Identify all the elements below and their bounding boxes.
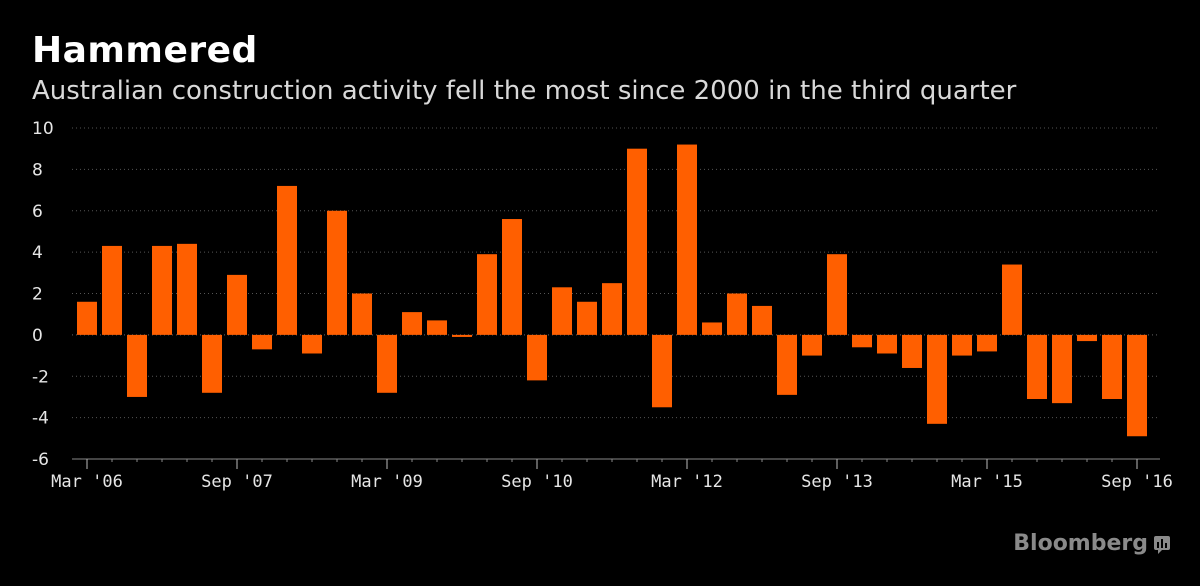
bar-41 [1102, 334, 1122, 400]
bar-35 [952, 334, 972, 356]
bar-18 [527, 334, 547, 381]
y-tick-label: 2 [32, 285, 43, 305]
bar-3 [152, 245, 172, 335]
bar-25 [702, 322, 722, 335]
bar-17 [502, 219, 522, 335]
bar-19 [552, 287, 572, 335]
x-tick-label: Sep '13 [801, 472, 873, 492]
y-tick-label: 6 [32, 202, 43, 222]
x-tick-label: Mar '12 [651, 472, 723, 492]
chart-title: Hammered [32, 30, 258, 71]
x-axis: Mar '06 Sep '07 Mar '09 Sep '10 Mar '12 Sep '… [51, 458, 1173, 492]
y-tick-label: 4 [32, 243, 43, 263]
chart-subtitle: Australian construction activity fell th… [32, 76, 1017, 106]
bar-24 [677, 144, 697, 335]
x-tick-label: Mar '06 [51, 472, 123, 492]
y-tick-label: 0 [32, 326, 43, 346]
y-tick-label: -6 [32, 450, 49, 470]
bar-16 [477, 254, 497, 335]
bar-32 [877, 334, 897, 354]
bar-7 [252, 334, 272, 350]
bar-27 [752, 305, 772, 335]
y-tick-label: -4 [32, 409, 49, 429]
bar-20 [577, 301, 597, 335]
bar-26 [727, 293, 747, 335]
bar-11 [352, 293, 372, 335]
bar-5 [202, 334, 222, 393]
bar-22 [627, 148, 647, 335]
bar-10 [327, 210, 347, 335]
bar-36 [977, 334, 997, 352]
x-tick-label: Sep '16 [1101, 472, 1173, 492]
bar-21 [602, 283, 622, 335]
y-axis: 10 8 6 4 2 0 -2 -4 -6 [32, 119, 54, 470]
bar-8 [277, 185, 297, 335]
bar-31 [852, 334, 872, 348]
y-tick-label: 10 [32, 119, 54, 139]
bar-33 [902, 334, 922, 368]
y-tick-label: 8 [32, 160, 43, 180]
bar-14 [427, 320, 447, 335]
bar-1 [102, 245, 122, 335]
bar-30 [827, 254, 847, 335]
bar-23 [652, 334, 672, 408]
bar-39 [1052, 334, 1072, 404]
bar-13 [402, 312, 422, 335]
x-tick-label: Sep '10 [501, 472, 573, 492]
gridlines [72, 127, 1160, 419]
bar-2 [127, 334, 147, 397]
x-tick-label: Mar '15 [951, 472, 1023, 492]
bar-29 [802, 334, 822, 356]
bar-6 [227, 274, 247, 335]
bar-40 [1077, 334, 1097, 342]
bloomberg-logo: Bloomberg [1013, 531, 1148, 556]
bar-37 [1002, 264, 1022, 335]
bar-12 [377, 334, 397, 393]
bar-4 [177, 243, 197, 335]
x-tick-label: Mar '09 [351, 472, 423, 492]
bloomberg-terminal-icon [1154, 536, 1170, 554]
bar-28 [777, 334, 797, 395]
bar-9 [302, 334, 322, 354]
bar-38 [1027, 334, 1047, 400]
x-tick-label: Sep '07 [201, 472, 273, 492]
bars [77, 144, 1147, 437]
y-tick-label: -2 [32, 367, 49, 387]
bar-34 [927, 334, 947, 424]
bar-42 [1127, 334, 1147, 437]
bar-15 [452, 334, 472, 337]
bar-0 [77, 301, 97, 335]
